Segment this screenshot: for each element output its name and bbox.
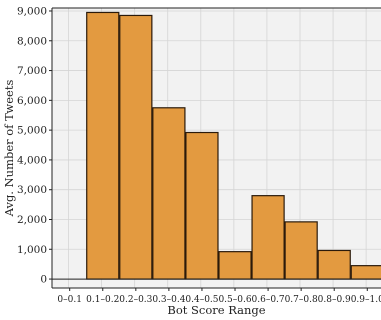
bars xyxy=(86,11,381,280)
y-tick-label: 4,000 xyxy=(17,154,47,166)
x-tick-label: 0.4–0.5 xyxy=(185,295,218,305)
y-axis-title: Avg. Number of Tweets xyxy=(2,80,16,218)
bar-0.3–0.4 xyxy=(152,107,186,280)
y-tick-label: 2,000 xyxy=(17,214,47,226)
bar-0.8–0.9 xyxy=(317,249,351,280)
y-tick-label: 7,000 xyxy=(17,65,47,77)
y-tick-label: 6,000 xyxy=(17,95,47,107)
y-tick-label: 3,000 xyxy=(17,184,47,196)
y-tick-label: 8,000 xyxy=(17,35,47,47)
bar-0.6–0.7 xyxy=(251,195,285,280)
x-tick-label: 0.9–1.0 xyxy=(351,295,381,305)
x-tick-label: 0.2–0.3 xyxy=(119,295,152,305)
x-tick-label: 0–0.1 xyxy=(57,295,82,305)
y-tick-label: 0 xyxy=(40,274,47,286)
y-tick-label: 9,000 xyxy=(17,5,47,17)
x-tick-label: 0.3–0.4 xyxy=(152,295,185,305)
bar-0.2–0.3 xyxy=(119,14,153,280)
x-axis-ticks: 0–0.1 0.1–0.2 0.2–0.3 0.3–0.4 0.4–0.5 0.5–0.6… xyxy=(57,288,381,305)
x-axis-title: Bot Score Range xyxy=(167,303,265,317)
x-tick-label: 0.6–0.7 xyxy=(252,295,285,305)
bar-0.5–0.6 xyxy=(218,251,252,280)
x-tick-label: 0.7–0.8 xyxy=(285,295,318,305)
bar-0.4–0.5 xyxy=(185,131,219,280)
x-tick-label: 0.1–0.2 xyxy=(86,295,119,305)
x-tick-label: 0.8–0.9 xyxy=(318,295,351,305)
bar-0.9–1.0 xyxy=(350,265,381,280)
bar-0.7–0.8 xyxy=(284,221,318,280)
y-tick-label: 5,000 xyxy=(17,125,47,137)
y-tick-label: 1,000 xyxy=(17,244,47,256)
x-tick-label: 0.5–0.6 xyxy=(218,295,251,305)
axes xyxy=(51,7,381,289)
y-axis-ticks: 0 1,000 2,000 3,000 4,000 5,000 6,000 7,000 8,00… xyxy=(17,5,52,286)
bar-0.1–0.2 xyxy=(86,11,120,280)
